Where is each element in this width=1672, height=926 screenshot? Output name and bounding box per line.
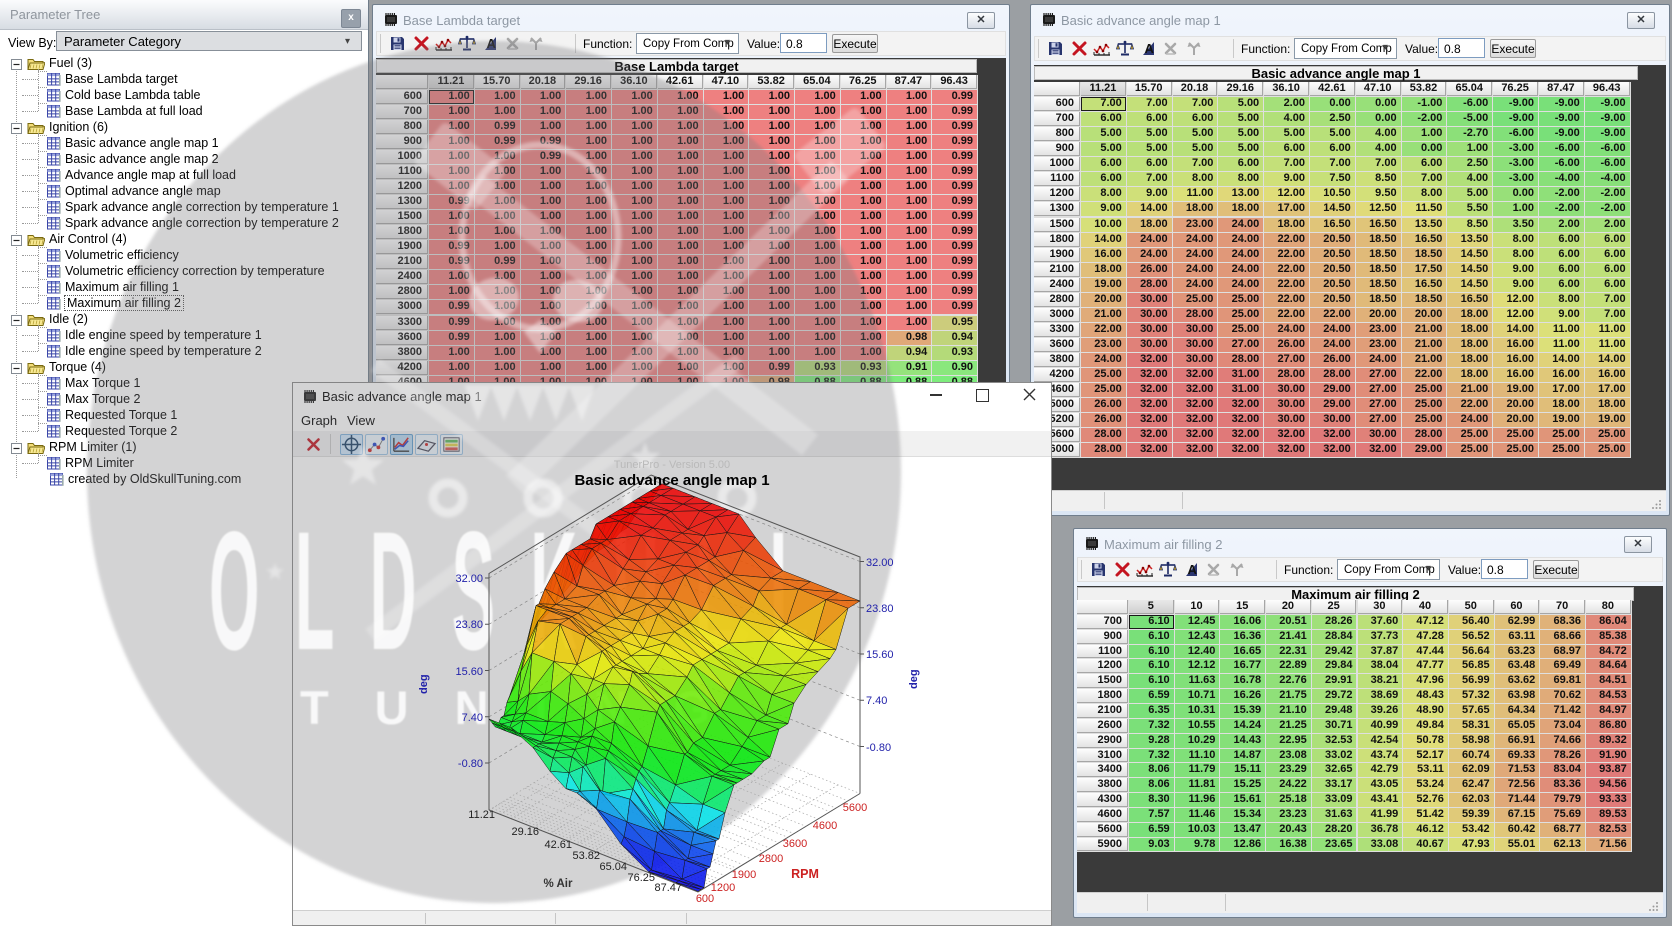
svg-text:15.60: 15.60 <box>455 666 483 678</box>
svg-text:1900: 1900 <box>732 869 756 881</box>
svg-text:3600: 3600 <box>783 838 807 850</box>
svg-text:65.04: 65.04 <box>599 861 627 873</box>
svg-text:1200: 1200 <box>711 882 735 894</box>
svg-text:600: 600 <box>696 893 714 905</box>
svg-text:32.00: 32.00 <box>866 557 894 569</box>
svg-text:11.21: 11.21 <box>468 809 495 821</box>
svg-text:A: A <box>487 36 497 51</box>
svg-text:5600: 5600 <box>843 802 867 814</box>
svg-text:42.61: 42.61 <box>544 839 572 851</box>
svg-text:-0.80: -0.80 <box>866 742 891 754</box>
svg-text:29.16: 29.16 <box>511 826 539 838</box>
svg-text:32.00: 32.00 <box>455 573 483 585</box>
svg-text:RPM: RPM <box>791 867 819 881</box>
svg-text:A: A <box>1188 562 1198 577</box>
svg-text:76.25: 76.25 <box>627 872 655 884</box>
svg-text:53.82: 53.82 <box>572 850 600 862</box>
svg-text:deg: deg <box>418 674 430 694</box>
svg-text:2800: 2800 <box>759 853 783 865</box>
svg-text:23.80: 23.80 <box>866 603 894 615</box>
svg-text:23.80: 23.80 <box>455 619 483 631</box>
svg-text:87.47: 87.47 <box>654 882 682 894</box>
svg-text:-0.80: -0.80 <box>458 758 483 770</box>
svg-text:deg: deg <box>908 669 920 689</box>
svg-text:A: A <box>1145 41 1155 56</box>
svg-text:4600: 4600 <box>813 820 837 832</box>
svg-text:% Air: % Air <box>544 878 573 890</box>
svg-text:7.40: 7.40 <box>462 712 483 724</box>
svg-text:7.40: 7.40 <box>866 695 887 707</box>
svg-text:15.60: 15.60 <box>866 649 894 661</box>
